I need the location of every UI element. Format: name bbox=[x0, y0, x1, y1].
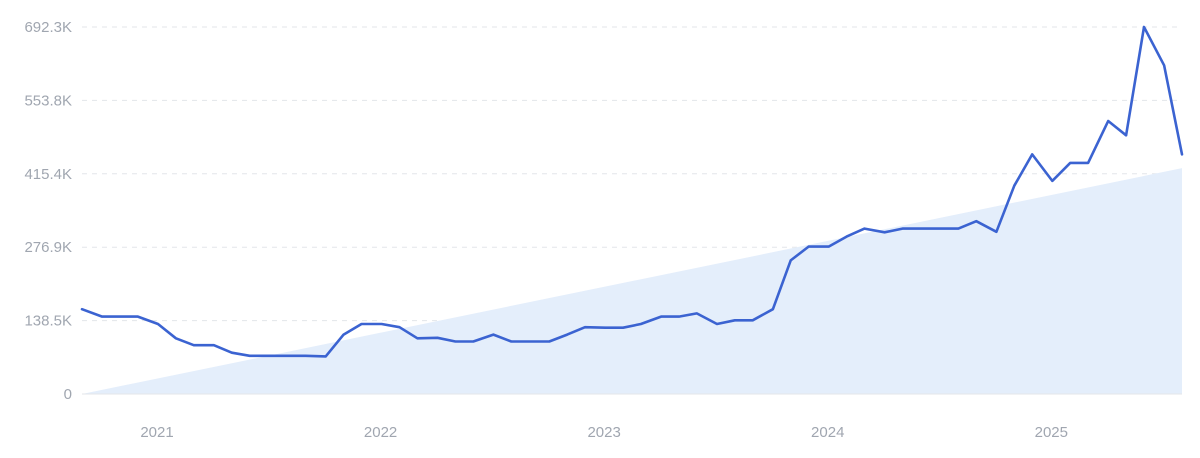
y-axis-tick-labels: 0 138.5K 276.9K 415.4K 553.8K 692.3K bbox=[24, 19, 72, 403]
x-tick-label: 2025 bbox=[1035, 424, 1068, 441]
x-axis-tick-labels: 2021 2022 2023 2024 2025 bbox=[140, 424, 1068, 441]
y-tick-label: 692.3K bbox=[24, 19, 72, 36]
trend-area bbox=[82, 168, 1182, 394]
y-tick-label: 0 bbox=[64, 386, 72, 403]
y-tick-label: 138.5K bbox=[24, 313, 72, 330]
y-tick-label: 553.8K bbox=[24, 92, 72, 109]
series-points bbox=[81, 26, 1183, 357]
y-tick-label: 415.4K bbox=[24, 166, 72, 183]
series-line bbox=[80, 25, 1184, 358]
x-tick-label: 2022 bbox=[364, 424, 397, 441]
x-tick-label: 2024 bbox=[811, 424, 844, 441]
y-tick-label: 276.9K bbox=[24, 239, 72, 256]
x-tick-label: 2021 bbox=[140, 424, 173, 441]
x-tick-label: 2023 bbox=[587, 424, 620, 441]
